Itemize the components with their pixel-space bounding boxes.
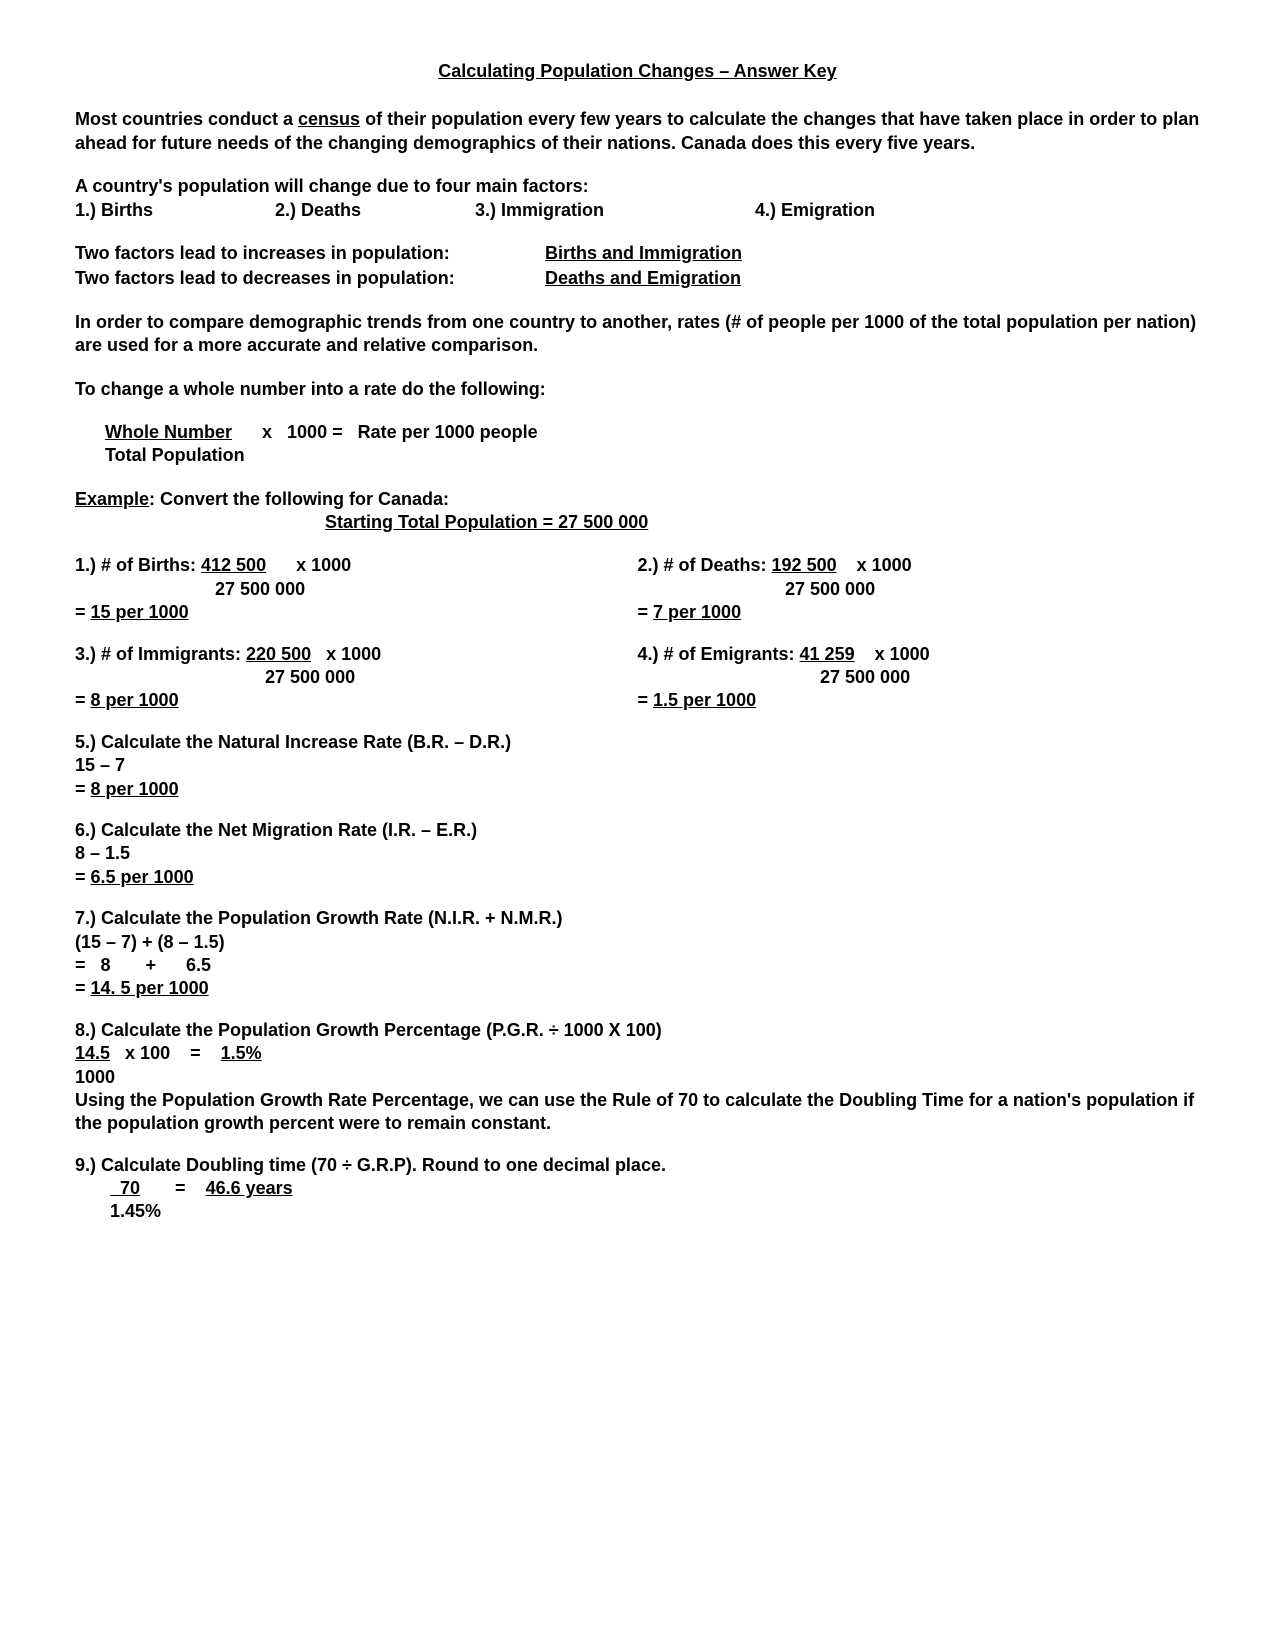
q1-eq: = (75, 602, 91, 622)
factor-2: 2.) Deaths (275, 199, 475, 222)
starting-population: Starting Total Population = 27 500 000 (325, 511, 1200, 534)
q5-ans: 8 per 1000 (91, 779, 179, 799)
factors-row: 1.) Births 2.) Deaths 3.) Immigration 4.… (75, 199, 1200, 222)
q8-ans: 1.5% (221, 1043, 262, 1063)
q1-num: 412 500 (201, 555, 266, 575)
q2-result: = 7 per 1000 (638, 601, 1201, 624)
q2-label: 2.) # of Deaths: (638, 555, 772, 575)
q9-mid: = (140, 1178, 206, 1198)
example-label: Example (75, 489, 149, 509)
q3-ans: 8 per 1000 (91, 690, 179, 710)
q9-label: 9.) Calculate Doubling time (70 ÷ G.R.P)… (75, 1154, 1200, 1177)
calc-row-1: 1.) # of Births: 412 500 x 1000 2.) # of… (75, 554, 1200, 577)
q1-label: 1.) # of Births: (75, 555, 201, 575)
calc-row-2b: 27 500 000 27 500 000 (75, 666, 1200, 689)
decrease-answer: Deaths and Emigration (545, 267, 741, 290)
q3-denom: 27 500 000 (75, 666, 645, 689)
q8-label: 8.) Calculate the Population Growth Perc… (75, 1019, 1200, 1042)
q3-eq: = (75, 690, 91, 710)
q2: 2.) # of Deaths: 192 500 x 1000 (638, 554, 1201, 577)
q2-num: 192 500 (772, 555, 837, 575)
q4-num: 41 259 (800, 644, 855, 664)
census-word: census (298, 109, 360, 129)
q3-mult: x 1000 (311, 644, 381, 664)
calc-row-1c: = 15 per 1000 = 7 per 1000 (75, 601, 1200, 624)
q2-eq: = (638, 602, 654, 622)
change-intro: To change a whole number into a rate do … (75, 378, 1200, 401)
formula-rest: x 1000 = Rate per 1000 people (232, 422, 538, 442)
increase-row: Two factors lead to increases in populat… (75, 242, 1200, 265)
q4-denom: 27 500 000 (645, 666, 1200, 689)
q3: 3.) # of Immigrants: 220 500 x 1000 (75, 643, 638, 666)
q1: 1.) # of Births: 412 500 x 1000 (75, 554, 638, 577)
q7-ans: 14. 5 per 1000 (91, 978, 209, 998)
q6-label: 6.) Calculate the Net Migration Rate (I.… (75, 819, 1200, 842)
q3-label: 3.) # of Immigrants: (75, 644, 246, 664)
q8-note: Using the Population Growth Rate Percent… (75, 1089, 1200, 1136)
q1-mult: x 1000 (266, 555, 351, 575)
q8-block: 8.) Calculate the Population Growth Perc… (75, 1019, 1200, 1136)
intro-paragraph: Most countries conduct a census of their… (75, 108, 1200, 155)
q9-num: 70 (110, 1178, 140, 1198)
q8-mid: x 100 = (110, 1043, 221, 1063)
intro-text-1: Most countries conduct a (75, 109, 298, 129)
q1-result: = 15 per 1000 (75, 601, 638, 624)
q4-ans: 1.5 per 1000 (653, 690, 756, 710)
factors-intro: A country's population will change due t… (75, 175, 1200, 198)
decrease-row: Two factors lead to decreases in populat… (75, 267, 1200, 290)
calc-row-2c: = 8 per 1000 = 1.5 per 1000 (75, 689, 1200, 712)
q7-block: 7.) Calculate the Population Growth Rate… (75, 907, 1200, 1001)
calc-row-2: 3.) # of Immigrants: 220 500 x 1000 4.) … (75, 643, 1200, 666)
q4-result: = 1.5 per 1000 (638, 689, 1201, 712)
q7-calc1: (15 – 7) + (8 – 1.5) (75, 931, 1200, 954)
compare-paragraph: In order to compare demographic trends f… (75, 311, 1200, 358)
q5-calc: 15 – 7 (75, 754, 1200, 777)
factor-3: 3.) Immigration (475, 199, 755, 222)
q7-label: 7.) Calculate the Population Growth Rate… (75, 907, 1200, 930)
q5-block: 5.) Calculate the Natural Increase Rate … (75, 731, 1200, 801)
formula-block: Whole Number x 1000 = Rate per 1000 peop… (105, 421, 1200, 468)
q1-denom: 27 500 000 (75, 578, 630, 601)
q9-denom: 1.45% (75, 1200, 1200, 1223)
q6-calc: 8 – 1.5 (75, 842, 1200, 865)
page-title: Calculating Population Changes – Answer … (75, 60, 1200, 83)
q4: 4.) # of Emigrants: 41 259 x 1000 (638, 643, 1201, 666)
q6-ans: 6.5 per 1000 (91, 867, 194, 887)
q5-eq: = (75, 779, 91, 799)
q9-ans: 46.6 years (206, 1178, 293, 1198)
q4-label: 4.) # of Emigrants: (638, 644, 800, 664)
example-rest: : Convert the following for Canada: (149, 489, 449, 509)
q3-num: 220 500 (246, 644, 311, 664)
formula-numerator: Whole Number (105, 422, 232, 442)
q2-denom: 27 500 000 (630, 578, 1200, 601)
q8-num: 14.5 (75, 1043, 110, 1063)
q6-block: 6.) Calculate the Net Migration Rate (I.… (75, 819, 1200, 889)
decrease-label: Two factors lead to decreases in populat… (75, 267, 545, 290)
q2-mult: x 1000 (837, 555, 912, 575)
q8-denom: 1000 (75, 1066, 1200, 1089)
increase-answer: Births and Immigration (545, 242, 742, 265)
q5-label: 5.) Calculate the Natural Increase Rate … (75, 731, 1200, 754)
q6-eq: = (75, 867, 91, 887)
q7-calc2: = 8 + 6.5 (75, 954, 1200, 977)
factor-1: 1.) Births (75, 199, 275, 222)
q1-ans: 15 per 1000 (91, 602, 189, 622)
example-header: Example: Convert the following for Canad… (75, 488, 1200, 511)
calc-row-1b: 27 500 000 27 500 000 (75, 578, 1200, 601)
formula-denominator: Total Population (105, 444, 1200, 467)
q9-block: 9.) Calculate Doubling time (70 ÷ G.R.P)… (75, 1154, 1200, 1224)
q2-ans: 7 per 1000 (653, 602, 741, 622)
increase-label: Two factors lead to increases in populat… (75, 242, 545, 265)
q4-mult: x 1000 (855, 644, 930, 664)
q7-eq: = (75, 978, 91, 998)
factor-4: 4.) Emigration (755, 199, 955, 222)
q3-result: = 8 per 1000 (75, 689, 638, 712)
q4-eq: = (638, 690, 654, 710)
